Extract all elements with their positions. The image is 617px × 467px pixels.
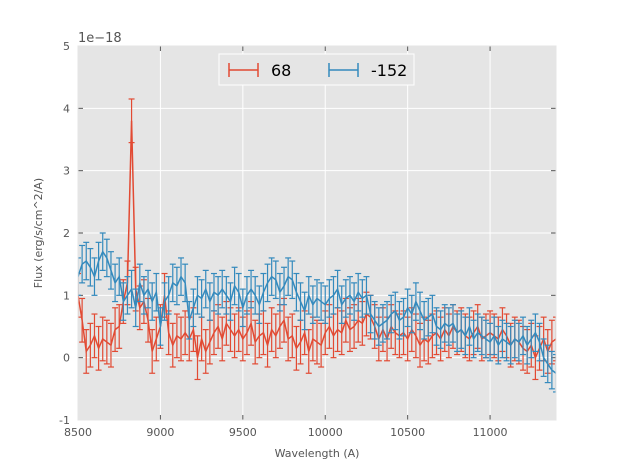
y-tick-label: -1 bbox=[59, 414, 70, 427]
grid-lines bbox=[77, 45, 556, 421]
series-line bbox=[78, 120, 556, 360]
y-tick-label: 2 bbox=[63, 227, 70, 240]
y-axis-offset-label: 1e−18 bbox=[78, 31, 122, 46]
y-tick-label: 3 bbox=[63, 165, 70, 178]
series-line bbox=[78, 250, 556, 374]
y-tick-label: 1 bbox=[63, 289, 70, 302]
plot-frame bbox=[77, 45, 557, 421]
legend-entry-68: 68 bbox=[228, 61, 291, 80]
x-axis-label: Wavelength (A) bbox=[275, 447, 360, 460]
legend-label-152: -152 bbox=[371, 61, 407, 80]
y-tick-label: 0 bbox=[63, 352, 70, 365]
tick-labels: 8500 9000 9500 10000 10500 11000 -1 0 1 2 3 4 5 bbox=[59, 40, 508, 439]
y-axis-label: Flux (erg/s/cm^2/A) bbox=[32, 178, 45, 288]
legend: 68 -152 bbox=[218, 53, 415, 86]
x-tick-label: 9000 bbox=[146, 426, 174, 439]
y-tick-label: 5 bbox=[63, 40, 70, 53]
x-tick-label: 10500 bbox=[390, 426, 425, 439]
x-tick-label: 11000 bbox=[473, 426, 508, 439]
legend-entry-152: -152 bbox=[328, 61, 407, 80]
legend-label-68: 68 bbox=[271, 61, 291, 80]
series-layer bbox=[78, 98, 556, 393]
series-152 bbox=[78, 232, 556, 393]
y-tick-label: 4 bbox=[63, 102, 70, 115]
x-tick-label: 10000 bbox=[308, 426, 343, 439]
x-tick-label: 9500 bbox=[229, 426, 257, 439]
x-tick-label: 8500 bbox=[64, 426, 92, 439]
